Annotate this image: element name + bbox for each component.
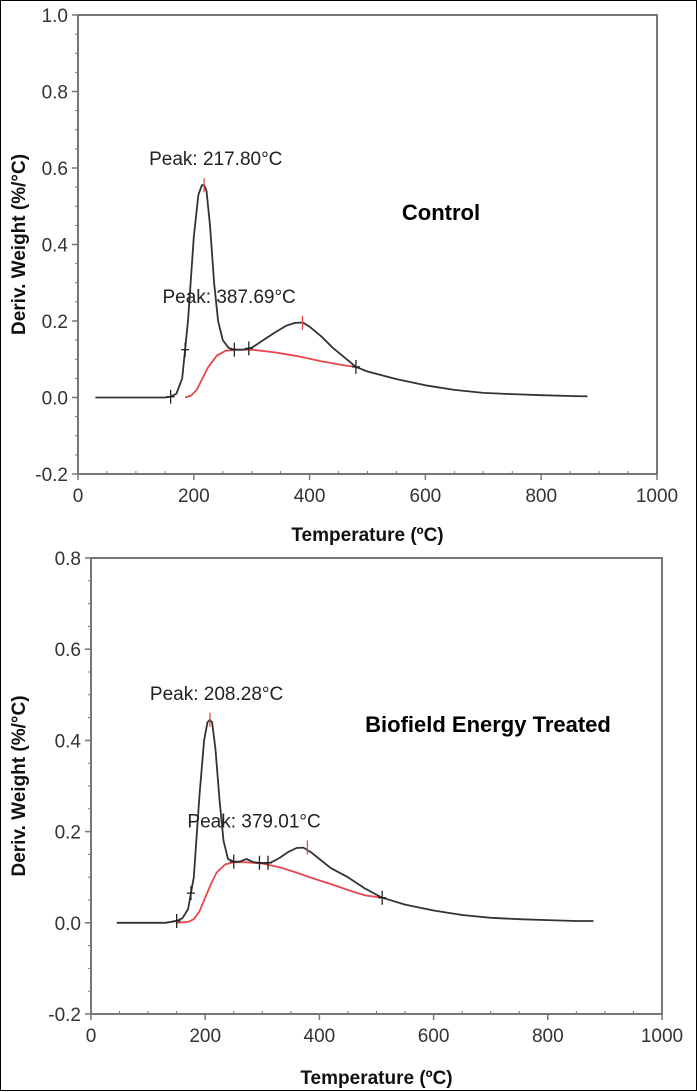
y-tick-label: 0.0 bbox=[55, 914, 81, 935]
sample-label: Control bbox=[402, 200, 480, 225]
y-tick-label: 0.0 bbox=[42, 389, 68, 410]
peak-annotation: Peak: 208.28°C bbox=[150, 684, 283, 705]
x-tick-label: 600 bbox=[418, 1026, 450, 1047]
y-tick-label: 0.6 bbox=[55, 640, 81, 661]
x-tick-label: 0 bbox=[86, 1026, 97, 1047]
baseline-curve bbox=[176, 861, 383, 924]
y-tick-label: 0.8 bbox=[42, 83, 68, 104]
plot-frame bbox=[77, 14, 658, 475]
y-tick-label: 0.4 bbox=[55, 731, 82, 752]
x-axis-label: Temperature (ºC) bbox=[291, 525, 443, 546]
y-tick-label: 0.2 bbox=[55, 823, 81, 844]
x-tick-label: 1000 bbox=[641, 1026, 683, 1047]
x-tick-label: 400 bbox=[294, 486, 326, 507]
x-axis-label: Temperature (ºC) bbox=[300, 1068, 452, 1089]
chart-panel-1: -0.2 0.0 0.2 0.4 0.6 0.8 1.0 0 200 400 600 800 1000 T… bbox=[9, 6, 678, 546]
x-tick-label: 200 bbox=[178, 486, 210, 507]
x-tick-label: 800 bbox=[532, 1026, 564, 1047]
peak-annotation: Peak: 379.01°C bbox=[187, 812, 320, 833]
chart-panel-2: -0.2 0.0 0.2 0.4 0.6 0.8 0 200 400 600 800 1000 Temp… bbox=[9, 549, 683, 1089]
dtg-curve bbox=[95, 184, 588, 399]
plot-frame bbox=[90, 557, 663, 1015]
y-tick-label: 1.0 bbox=[42, 6, 68, 27]
y-tick-label: 0.2 bbox=[42, 312, 68, 333]
y-tick-label: -0.2 bbox=[48, 1005, 81, 1026]
y-tick-label: 0.8 bbox=[55, 549, 81, 570]
x-tick-label: 1000 bbox=[636, 486, 678, 507]
baseline-curve bbox=[184, 348, 357, 399]
x-tick-label: 400 bbox=[304, 1026, 336, 1047]
x-tick-label: 600 bbox=[410, 486, 442, 507]
y-tick-label: 0.4 bbox=[42, 236, 69, 257]
x-tick-label: 200 bbox=[189, 1026, 221, 1047]
peak-annotation: Peak: 387.69°C bbox=[162, 287, 295, 308]
y-axis-label: Deriv. Weight (%/°C) bbox=[9, 695, 30, 876]
x-tick-label: 0 bbox=[73, 486, 84, 507]
y-tick-label: -0.2 bbox=[35, 465, 68, 486]
y-axis-label: Deriv. Weight (%/°C) bbox=[9, 154, 30, 335]
peak-annotation: Peak: 217.80°C bbox=[149, 149, 282, 170]
y-tick-label: 0.6 bbox=[42, 159, 68, 180]
sample-label: Biofield Energy Treated bbox=[365, 712, 611, 737]
x-tick-label: 800 bbox=[525, 486, 557, 507]
